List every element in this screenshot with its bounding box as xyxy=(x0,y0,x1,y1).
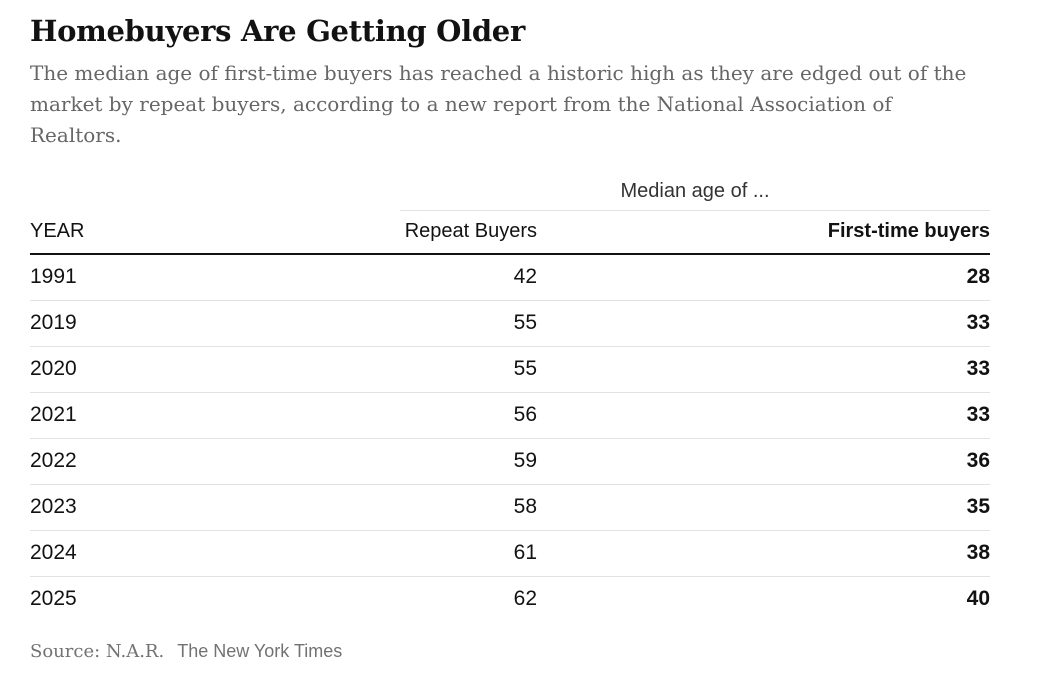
repeat-value-cell: 56 xyxy=(400,392,537,439)
first-time-value-cell: 36 xyxy=(537,438,991,485)
spanner-label: Median age of ... xyxy=(400,179,991,211)
spanner-spacer xyxy=(30,180,400,211)
first-time-value-cell: 33 xyxy=(537,392,991,439)
year-cell: 2023 xyxy=(30,484,400,531)
repeat-value-cell: 59 xyxy=(400,438,537,485)
year-cell: 2019 xyxy=(30,300,400,347)
chart-footer: Source: N.A.R. The New York Times xyxy=(30,641,1010,662)
year-cell: 2020 xyxy=(30,346,400,393)
table-row: 2021 56 33 xyxy=(30,392,991,439)
first-time-value-cell: 40 xyxy=(966,586,991,610)
repeat-value-cell: 55 xyxy=(400,300,537,347)
year-cell: 2021 xyxy=(30,392,400,439)
source-label: Source: N.A.R. xyxy=(30,640,165,662)
table-row: 2019 55 33 xyxy=(30,300,991,347)
col-header-year: YEAR xyxy=(30,210,400,255)
col-header-repeat-buyers: Repeat Buyers xyxy=(400,210,537,255)
table-row: 2023 58 35 xyxy=(30,484,991,531)
table-row: 2024 61 38 xyxy=(30,530,991,577)
table-row: 2022 59 36 xyxy=(30,438,991,485)
chart-subtitle: The median age of first-time buyers has … xyxy=(30,60,967,147)
table-row: 2025 62 40 xyxy=(30,576,990,622)
credit-label: The New York Times xyxy=(177,640,343,661)
median-age-table: Median age of ... YEAR Repeat Buyers Fir… xyxy=(30,179,991,622)
first-time-value-cell: 35 xyxy=(537,484,991,531)
col-header-first-time-buyers: First-time buyers xyxy=(537,210,991,255)
first-time-value-cell: 38 xyxy=(537,530,991,577)
column-header-row: YEAR Repeat Buyers First-time buyers xyxy=(30,210,991,255)
repeat-value-cell: 61 xyxy=(400,530,537,577)
year-cell: 2022 xyxy=(30,438,400,485)
table-row: 1991 42 28 xyxy=(30,253,991,301)
chart-title: Homebuyers Are Getting Older xyxy=(30,14,525,48)
repeat-value-cell: 55 xyxy=(400,346,537,393)
first-time-value-cell: 33 xyxy=(537,300,991,347)
year-cell: 1991 xyxy=(30,253,400,301)
repeat-value-cell: 62 xyxy=(513,586,537,610)
year-cell: 2024 xyxy=(30,530,400,577)
first-time-value-cell: 33 xyxy=(537,346,991,393)
spanner-row: Median age of ... xyxy=(30,179,991,211)
repeat-value-cell: 58 xyxy=(400,484,537,531)
repeat-value-cell: 42 xyxy=(400,253,537,301)
year-cell: 2025 xyxy=(30,586,77,610)
first-time-value-cell: 28 xyxy=(537,253,991,301)
table-row: 2020 55 33 xyxy=(30,346,991,393)
